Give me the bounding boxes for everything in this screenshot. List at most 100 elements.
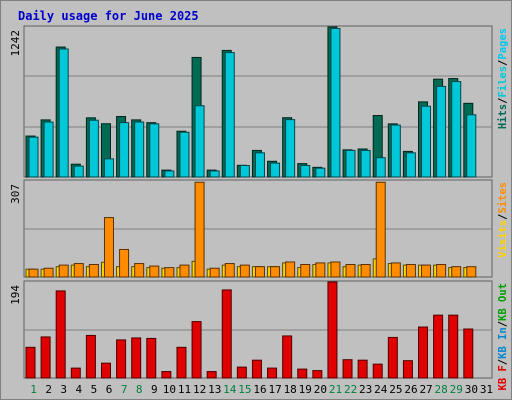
bar-sites (164, 267, 175, 278)
x-axis-labels: 1 2 3 4 5 6 7 8 9 10 11 12 13 14 15 16 17 18 19 20 21 22 23 24 2… (30, 383, 493, 396)
bar-files (466, 114, 477, 178)
bar-sites (300, 263, 311, 278)
y-max-label: 307 (9, 184, 22, 204)
chart-panels: 1242 Hits/Files/Pages 307 Visits/Sites 194KB… (9, 25, 509, 391)
bar-sites (254, 266, 265, 278)
bar-sites (149, 265, 160, 278)
bar-kb-f (236, 366, 247, 379)
bar-sites (315, 262, 326, 278)
legend-item: Hits (497, 104, 509, 129)
bar-files (375, 157, 386, 178)
bar-files (224, 52, 235, 178)
bar-kb-f (85, 334, 96, 379)
bar-sites (119, 248, 130, 278)
x-tick-label: 7 (121, 383, 128, 396)
bar-sites (224, 263, 235, 278)
bar-files (345, 149, 356, 178)
x-tick-label: 24 (374, 383, 388, 396)
bar-kb-f (448, 314, 459, 379)
bar-files (119, 122, 130, 178)
x-tick-label: 1 (30, 383, 37, 396)
bar-kb-f (25, 346, 36, 379)
bar-kb-f (176, 346, 187, 379)
bar-files (103, 158, 114, 178)
x-tick-label: 14 (223, 383, 237, 396)
bar-sites (209, 267, 220, 278)
bar-kb-f (402, 360, 413, 379)
panel-visits-sites: 307 Visits/Sites (9, 179, 509, 278)
bar-kb-f (418, 326, 429, 379)
bar-sites (194, 181, 205, 278)
x-tick-label: 30 (465, 383, 478, 396)
bar-files (194, 105, 205, 178)
legend: Visits/Sites (497, 182, 509, 258)
x-tick-label: 20 (314, 383, 327, 396)
x-tick-label: 26 (404, 383, 417, 396)
x-tick-label: 3 (60, 383, 67, 396)
bar-sites (421, 264, 432, 278)
legend-item: KB Out (497, 283, 509, 321)
x-tick-label: 13 (208, 383, 221, 396)
x-tick-label: 11 (178, 383, 191, 396)
bar-sites (73, 263, 84, 278)
bar-files (285, 119, 296, 178)
legend-item: Sites (497, 182, 509, 214)
chart-title: Daily usage for June 2025 (18, 9, 199, 23)
bar-sites (451, 266, 462, 278)
legend-item: Files (497, 66, 509, 98)
bar-files (390, 124, 401, 178)
bar-kb-f (116, 339, 127, 379)
x-tick-label: 29 (450, 383, 463, 396)
bar-sites (375, 181, 386, 278)
bar-files (164, 170, 175, 178)
bar-kb-f (70, 367, 81, 379)
x-tick-label: 28 (435, 383, 448, 396)
bar-files (421, 105, 432, 178)
legend: Hits/Files/Pages (497, 28, 509, 129)
bar-files (239, 165, 250, 178)
bar-sites (330, 261, 341, 278)
bar-files (134, 121, 145, 178)
x-tick-label: 8 (136, 383, 143, 396)
bar-kb-f (131, 337, 142, 379)
panel-hits-files-pages: 1242 Hits/Files/Pages (9, 25, 509, 178)
bar-kb-f (433, 314, 444, 379)
bar-sites (436, 263, 447, 278)
x-tick-label: 6 (106, 383, 113, 396)
x-tick-label: 18 (284, 383, 297, 396)
legend: KB F/KB In/KB Out (497, 283, 509, 391)
bar-kb-f (312, 370, 323, 379)
bar-files (360, 149, 371, 178)
bar-sites (239, 264, 250, 278)
bar-kb-f (251, 359, 262, 379)
bar-sites (405, 263, 416, 278)
x-tick-label: 16 (253, 383, 266, 396)
bar-kb-f (342, 359, 353, 379)
bar-files (254, 152, 265, 178)
x-tick-label: 25 (389, 383, 402, 396)
bar-sites (466, 266, 477, 278)
bar-kb-f (100, 362, 111, 379)
legend-item: KB In (497, 327, 509, 359)
bar-kb-f (372, 363, 383, 379)
x-tick-label: 21 (329, 383, 342, 396)
bar-sites (103, 217, 114, 278)
x-tick-label: 2 (45, 383, 52, 396)
bar-kb-f (267, 367, 278, 379)
x-tick-label: 22 (344, 383, 357, 396)
x-tick-label: 31 (480, 383, 493, 396)
x-tick-label: 12 (193, 383, 206, 396)
bar-kb-f (40, 336, 51, 379)
y-max-label: 1242 (9, 30, 22, 57)
bar-kb-f (297, 368, 308, 379)
bar-sites (360, 263, 371, 278)
bar-sites (345, 263, 356, 278)
bar-files (451, 81, 462, 178)
bar-files (58, 48, 69, 178)
bar-sites (88, 263, 99, 278)
bar-files (88, 119, 99, 178)
legend-item: Visits (497, 220, 509, 258)
bar-kb-f (55, 290, 66, 379)
